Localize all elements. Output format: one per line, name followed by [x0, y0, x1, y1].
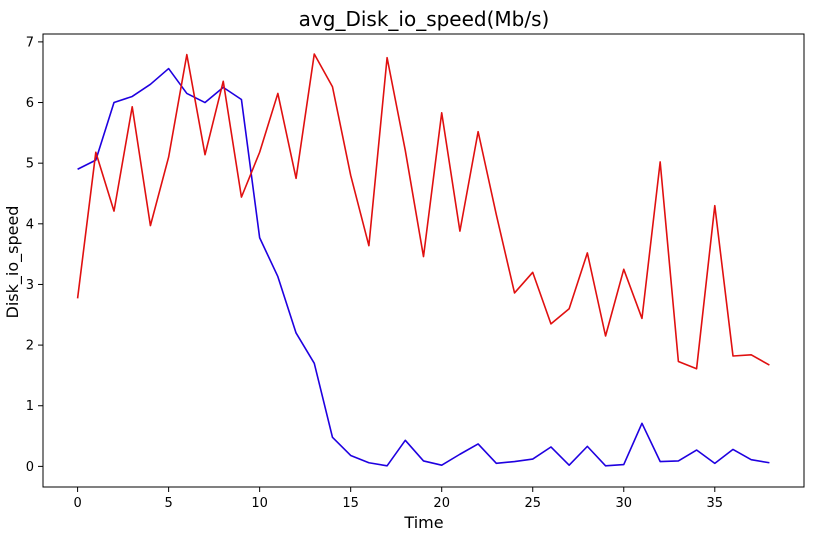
y-tick-label: 7	[26, 35, 34, 50]
x-tick-label: 10	[251, 496, 268, 511]
y-tick-label: 0	[26, 460, 34, 475]
x-tick-label: 30	[615, 496, 632, 511]
x-tick-label: 5	[164, 496, 172, 511]
x-tick-label: 25	[524, 496, 541, 511]
x-tick-label: 35	[707, 496, 724, 511]
chart-title: avg_Disk_io_speed(Mb/s)	[299, 7, 550, 31]
x-axis-label: Time	[403, 513, 443, 532]
y-tick-label: 6	[26, 96, 34, 111]
x-tick-label: 20	[433, 496, 450, 511]
y-tick-label: 1	[26, 399, 34, 414]
series-layer	[76, 53, 770, 467]
y-axis-label: Disk_io_speed	[3, 206, 23, 319]
y-tick-label: 4	[26, 217, 34, 232]
x-tick-label: 15	[342, 496, 359, 511]
plot-frame	[42, 33, 805, 488]
x-tick-label: 0	[73, 496, 81, 511]
y-tick-label: 5	[26, 157, 34, 172]
x-axis: 0 5 10 15 20 25 30 35	[73, 487, 723, 511]
y-tick-label: 2	[26, 339, 34, 354]
series-line-1	[77, 67, 770, 467]
series-line-2	[76, 53, 770, 370]
y-axis: 0 1 2 3 4 5 6 7	[26, 35, 43, 475]
y-tick-label: 3	[26, 278, 34, 293]
